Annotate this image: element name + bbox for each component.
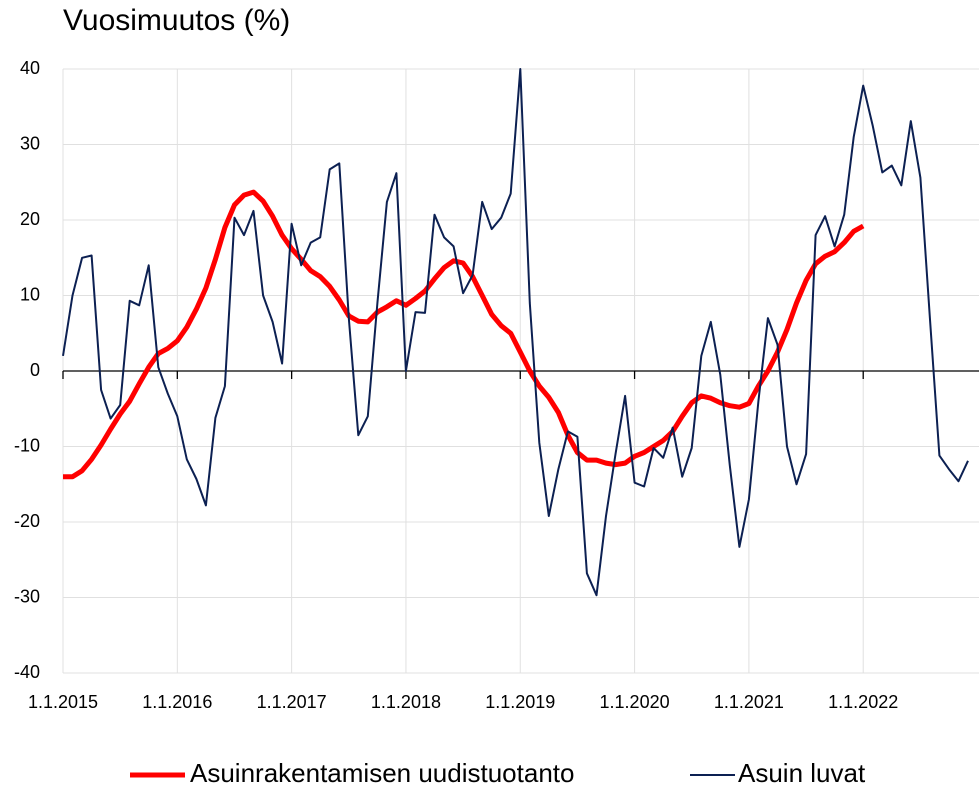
x-tick-label: 1.1.2019: [485, 692, 555, 712]
y-tick-label: 40: [20, 58, 40, 78]
legend-label: Asuin luvat: [738, 758, 866, 788]
y-tick-label: 0: [30, 360, 40, 380]
x-tick-label: 1.1.2015: [28, 692, 98, 712]
x-tick-label: 1.1.2018: [371, 692, 441, 712]
x-tick-label: 1.1.2016: [142, 692, 212, 712]
y-tick-label: -20: [14, 511, 40, 531]
y-tick-label: 10: [20, 284, 40, 304]
y-tick-label: -40: [14, 662, 40, 682]
y-tick-label: -30: [14, 586, 40, 606]
y-tick-label: 20: [20, 209, 40, 229]
y-tick-label: 30: [20, 133, 40, 153]
x-tick-label: 1.1.2020: [600, 692, 670, 712]
series-line: [62, 68, 969, 597]
legend-label: Asuinrakentamisen uudistuotanto: [190, 758, 574, 788]
x-tick-label: 1.1.2022: [828, 692, 898, 712]
x-tick-label: 1.1.2017: [257, 692, 327, 712]
x-tick-label: 1.1.2021: [714, 692, 784, 712]
y-tick-label: -10: [14, 435, 40, 455]
chart-title: Vuosimuutos (%): [63, 4, 290, 37]
series-line: [63, 189, 865, 480]
